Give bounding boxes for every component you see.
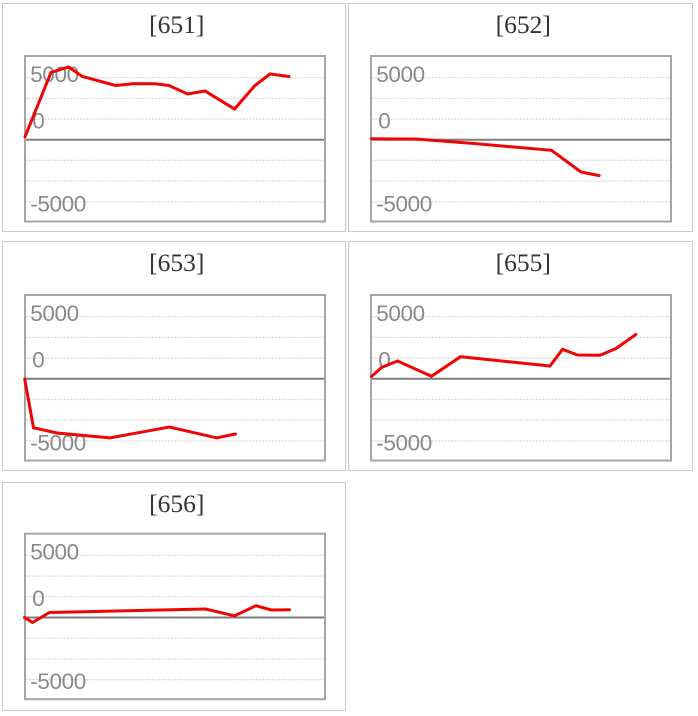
svg-text:[651]: [651] — [149, 10, 204, 39]
svg-text:5000: 5000 — [376, 62, 424, 87]
svg-text:5000: 5000 — [30, 62, 78, 87]
svg-text:0: 0 — [32, 586, 44, 611]
svg-text:-5000: -5000 — [376, 430, 432, 455]
svg-text:5000: 5000 — [30, 540, 78, 565]
svg-text:0: 0 — [378, 108, 390, 133]
svg-text:[653]: [653] — [149, 248, 204, 277]
svg-text:5000: 5000 — [30, 301, 78, 326]
svg-text:[652]: [652] — [496, 10, 551, 39]
svg-text:[656]: [656] — [149, 489, 204, 518]
svg-text:0: 0 — [32, 347, 44, 372]
svg-text:-5000: -5000 — [30, 191, 86, 216]
svg-text:5000: 5000 — [376, 301, 424, 326]
svg-text:[655]: [655] — [496, 248, 551, 277]
svg-text:-5000: -5000 — [376, 191, 432, 216]
svg-text:-5000: -5000 — [30, 669, 86, 694]
